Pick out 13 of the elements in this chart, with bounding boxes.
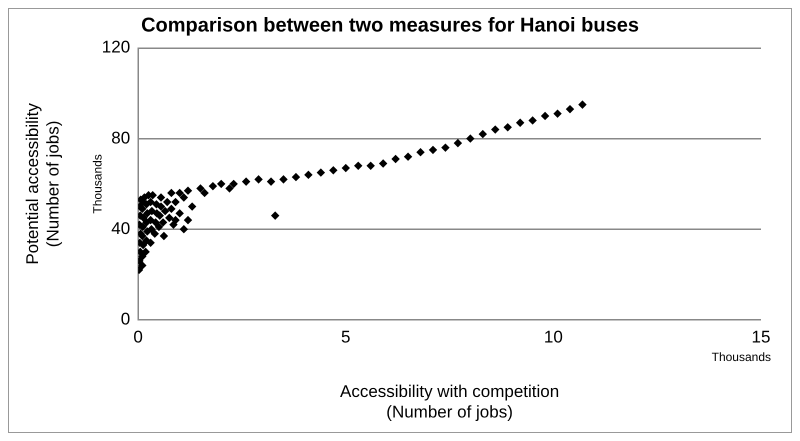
y-tick-label: 120 — [102, 38, 130, 57]
y-axis-title: Potential accessibility (Number of jobs) — [22, 102, 62, 265]
y-tick-label: 80 — [111, 128, 130, 148]
chart-title: Comparison between two measures for Hanoi buses — [141, 14, 639, 37]
x-axis-title: Accessibility with competition (Number of jobs) — [340, 382, 560, 422]
y-tick-label: 0 — [120, 309, 130, 328]
text: Thousands — [712, 350, 771, 364]
x-tick-label: 5 — [341, 328, 351, 347]
text: Thousands — [90, 154, 104, 214]
x-tick-label: 0 — [133, 328, 143, 347]
y-tick-label: 40 — [111, 218, 130, 238]
x-tick-label: 15 — [752, 328, 770, 347]
x-tick-label: 10 — [544, 328, 563, 347]
